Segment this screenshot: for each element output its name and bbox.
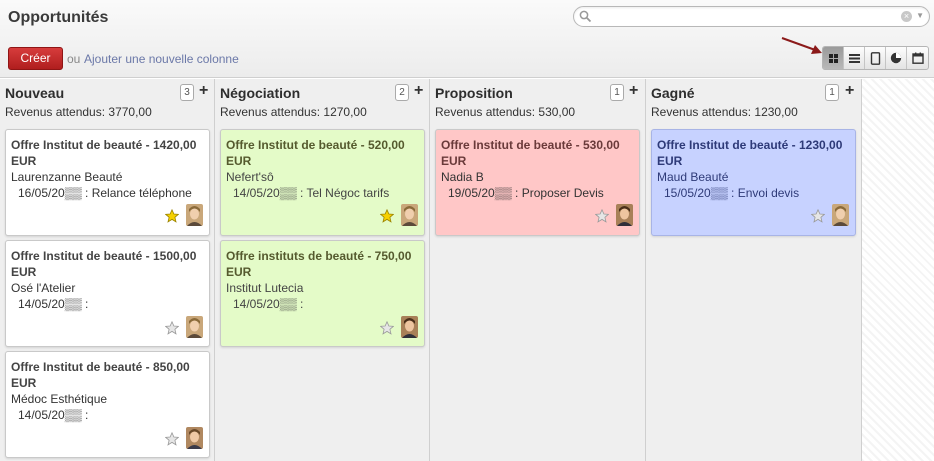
page-title: Opportunités: [8, 9, 109, 26]
search-box[interactable]: × ▼: [573, 6, 930, 27]
column-gagne: Gagné 1 + Revenus attendus: 1230,00 Offr…: [646, 79, 862, 461]
avatar: [186, 204, 203, 226]
column-revenue: Revenus attendus: 1270,00: [220, 105, 367, 119]
column-title: Gagné: [651, 85, 695, 101]
clear-search-icon[interactable]: ×: [901, 11, 912, 22]
card-client: Médoc Esthétique: [11, 392, 108, 406]
card-title: Offre Institut de beauté - 1500,00 EUR: [11, 249, 197, 279]
column-negociation: Négociation 2 + Revenus attendus: 1270,0…: [215, 79, 430, 461]
column-title: Négociation: [220, 85, 301, 101]
card-client: Nadia B: [441, 170, 484, 184]
card-title: Offre Institut de beauté - 1230,00 EUR: [657, 138, 843, 168]
empty-board-area: [862, 79, 934, 461]
form-icon: [870, 51, 880, 65]
column-count-badge: 2: [395, 84, 409, 101]
create-button[interactable]: Créer: [8, 47, 63, 70]
card-title: Offre Institut de beauté - 520,00 EUR: [226, 138, 405, 168]
opportunity-card[interactable]: Offre Institut de beauté - 1500,00 EUR O…: [5, 240, 210, 347]
column-revenue: Revenus attendus: 3770,00: [5, 105, 152, 119]
opportunity-card[interactable]: Offre Institut de beauté - 530,00 EUR Na…: [435, 129, 640, 236]
star-icon[interactable]: [595, 209, 609, 223]
view-switcher: [822, 46, 929, 70]
column-proposition: Proposition 1 + Revenus attendus: 530,00…: [430, 79, 646, 461]
card-next-activity: 14/05/20▒▒ :: [233, 297, 304, 311]
kanban-view-button[interactable]: [823, 47, 844, 69]
star-icon[interactable]: [165, 209, 179, 223]
avatar: [186, 316, 203, 338]
column-count-badge: 1: [610, 84, 624, 101]
pointer-arrow-icon: [781, 37, 822, 54]
opportunity-card[interactable]: Offre Institut de beauté - 1230,00 EUR M…: [651, 129, 856, 236]
column-count-badge: 1: [825, 84, 839, 101]
column-count-badge: 3: [180, 84, 194, 101]
search-input[interactable]: [596, 9, 866, 25]
card-next-activity: 19/05/20▒▒ : Proposer Devis: [448, 186, 604, 200]
list-icon: [848, 53, 860, 63]
card-client: Osé l'Atelier: [11, 281, 76, 295]
add-card-button[interactable]: +: [845, 82, 855, 99]
graph-icon: [890, 52, 902, 64]
card-next-activity: 15/05/20▒▒ : Envoi devis: [664, 186, 800, 200]
star-icon[interactable]: [165, 432, 179, 446]
card-client: Institut Lutecia: [226, 281, 304, 295]
card-next-activity: 14/05/20▒▒ :: [18, 408, 89, 422]
card-client: Maud Beauté: [657, 170, 729, 184]
calendar-view-button[interactable]: [907, 47, 928, 69]
opportunity-card[interactable]: Offre instituts de beauté - 750,00 EUR I…: [220, 240, 425, 347]
column-nouveau: Nouveau 3 + Revenus attendus: 3770,00 Of…: [0, 79, 215, 461]
card-client: Nefert'sô: [226, 170, 274, 184]
or-label: ou: [67, 52, 81, 66]
list-view-button[interactable]: [844, 47, 865, 69]
calendar-icon: [911, 52, 924, 64]
card-title: Offre Institut de beauté - 850,00 EUR: [11, 360, 190, 390]
avatar: [832, 204, 849, 226]
column-title: Proposition: [435, 85, 513, 101]
avatar: [401, 316, 418, 338]
add-card-button[interactable]: +: [629, 82, 639, 99]
form-view-button[interactable]: [865, 47, 886, 69]
header: Opportunités × ▼ Créer ou Ajouter une no…: [0, 0, 934, 78]
column-revenue: Revenus attendus: 530,00: [435, 105, 576, 119]
card-next-activity: 16/05/20▒▒ : Relance téléphone: [18, 186, 192, 200]
card-title: Offre Institut de beauté - 1420,00 EUR: [11, 138, 197, 168]
star-icon[interactable]: [165, 321, 179, 335]
search-dropdown-icon[interactable]: ▼: [916, 11, 924, 20]
card-title: Offre instituts de beauté - 750,00 EUR: [226, 249, 412, 279]
add-card-button[interactable]: +: [199, 82, 209, 99]
search-icon: [579, 10, 592, 23]
star-icon[interactable]: [811, 209, 825, 223]
kanban-board: Nouveau 3 + Revenus attendus: 3770,00 Of…: [0, 79, 934, 461]
card-title: Offre Institut de beauté - 530,00 EUR: [441, 138, 620, 168]
column-title: Nouveau: [5, 85, 65, 101]
column-revenue: Revenus attendus: 1230,00: [651, 105, 798, 119]
graph-view-button[interactable]: [886, 47, 907, 69]
star-icon[interactable]: [380, 321, 394, 335]
opportunity-card[interactable]: Offre Institut de beauté - 520,00 EUR Ne…: [220, 129, 425, 236]
opportunity-card[interactable]: Offre Institut de beauté - 1420,00 EUR L…: [5, 129, 210, 236]
opportunity-card[interactable]: Offre Institut de beauté - 850,00 EUR Mé…: [5, 351, 210, 458]
add-column-link[interactable]: Ajouter une nouvelle colonne: [84, 52, 239, 66]
card-client: Laurenzanne Beauté: [11, 170, 123, 184]
avatar: [616, 204, 633, 226]
avatar: [186, 427, 203, 449]
card-next-activity: 14/05/20▒▒ : Tel Négoc tarifs: [233, 186, 390, 200]
avatar: [401, 204, 418, 226]
star-icon[interactable]: [380, 209, 394, 223]
add-card-button[interactable]: +: [414, 82, 424, 99]
kanban-icon: [828, 53, 838, 63]
card-next-activity: 14/05/20▒▒ :: [18, 297, 89, 311]
